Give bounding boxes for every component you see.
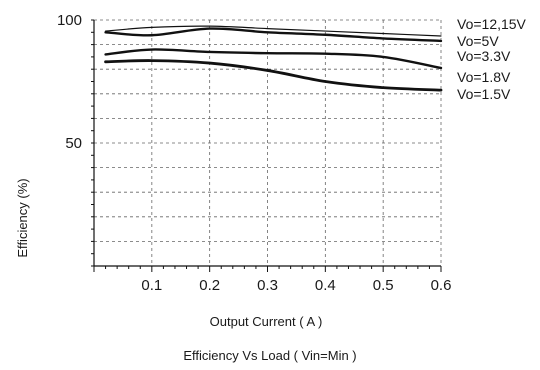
x-axis-title: Output Current ( A )	[210, 314, 323, 329]
x-tick-label-0: 0.1	[141, 277, 162, 294]
x-tick-label-4: 0.5	[373, 277, 394, 294]
legend-label-4: Vo=1.5V	[457, 86, 511, 102]
x-tick-label-3: 0.4	[315, 277, 336, 294]
series-line-3	[104, 59, 443, 92]
tick-layer: 0.1 0.2 0.3 0.4 0.5 0.6 50 100	[57, 12, 451, 294]
x-tick-label-2: 0.3	[257, 277, 278, 294]
series-line-1	[104, 27, 443, 43]
y-axis-title: Efficiency (%)	[15, 178, 30, 257]
series-line-2	[104, 48, 443, 70]
legend-label-3: Vo=1.8V	[457, 69, 511, 85]
series-line-0	[104, 25, 442, 37]
x-tick-label-5: 0.6	[431, 277, 452, 294]
y-tick-label-0: 50	[65, 135, 82, 152]
y-tick-label-1: 100	[57, 12, 82, 29]
grid-layer	[94, 19, 442, 266]
chart-caption: Efficiency Vs Load ( Vin=Min )	[183, 348, 356, 363]
series-layer	[104, 25, 443, 92]
x-tick-label-1: 0.2	[199, 277, 220, 294]
legend-label-1: Vo=5V	[457, 33, 499, 49]
legend-label-2: Vo=3.3V	[457, 48, 511, 64]
legend-label-0: Vo=12,15V	[457, 16, 527, 32]
